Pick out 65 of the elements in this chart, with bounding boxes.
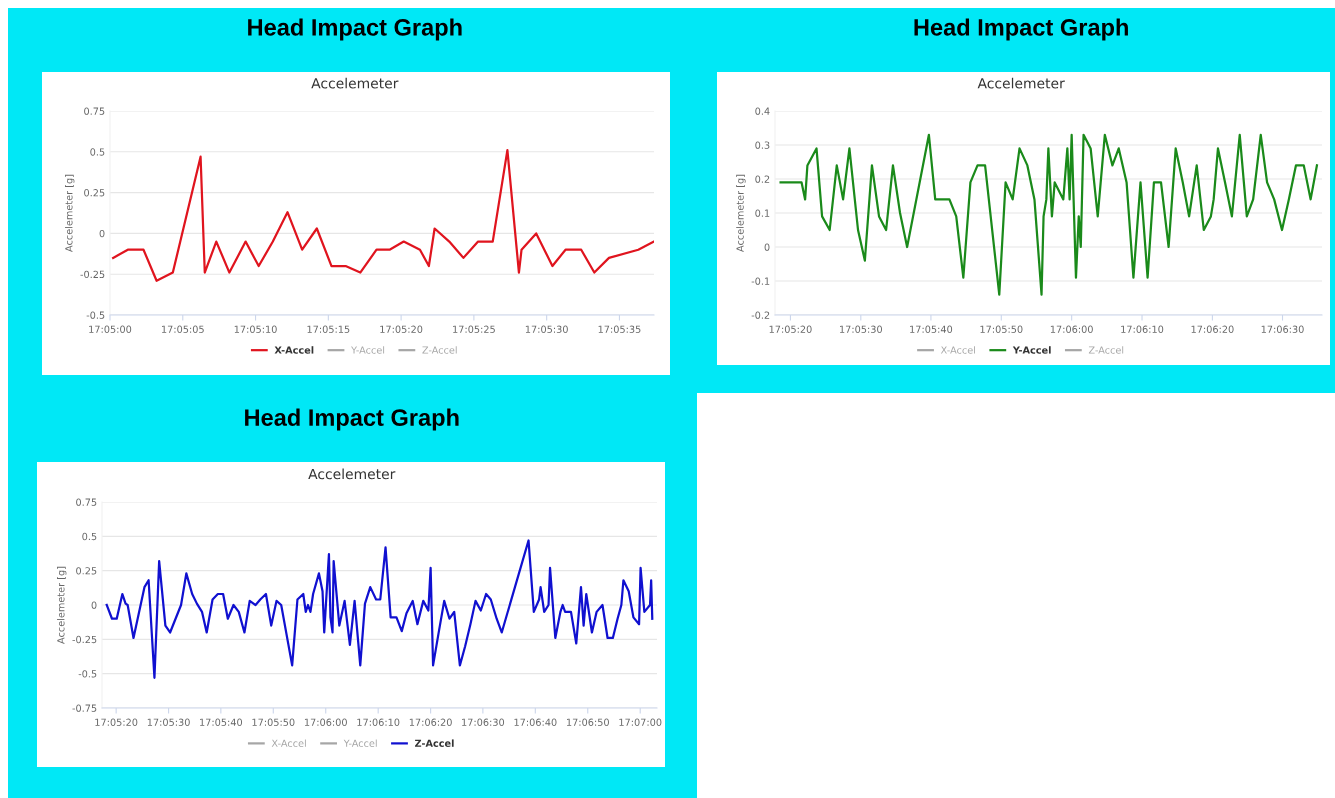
y-tick-label: -0.5	[78, 670, 97, 678]
x-tick-label: 17:05:20	[380, 325, 423, 333]
x-tick-label: 17:05:30	[147, 718, 190, 726]
x-tick-label: 17:05:50	[252, 718, 295, 726]
y-axis-title: Accelemeter [g]	[65, 174, 75, 252]
y-tick-label: 0.4	[755, 107, 770, 115]
y-tick-label: 0	[91, 601, 97, 609]
y-tick-label: 0.25	[84, 189, 105, 197]
x-tick-label: 17:05:25	[453, 325, 495, 333]
y-axis-title: Accelemeter [g]	[736, 174, 746, 252]
legend-label: Y-Accel	[1012, 346, 1051, 354]
legend-label: Z-Accel	[1088, 346, 1124, 354]
x-tick-label: 17:06:30	[1261, 325, 1304, 333]
x-tick-label: 17:06:10	[357, 718, 400, 726]
y-tick-label: -0.25	[72, 635, 97, 644]
legend-label: X-Accel	[940, 346, 976, 354]
chart-subtitle: Accelemeter	[308, 468, 396, 480]
x-tick-label: 17:05:20	[769, 325, 812, 333]
x-tick-label: 17:06:40	[514, 718, 557, 726]
x-tick-label: 17:05:05	[162, 325, 204, 333]
x-tick-label: 17:05:50	[980, 325, 1023, 333]
x-tick-label: 17:06:50	[567, 718, 609, 726]
legend-label: Z-Accel	[414, 739, 454, 747]
x-tick-label: 17:06:20	[1191, 325, 1234, 333]
x-tick-label: 17:06:10	[1121, 325, 1164, 333]
legend-label: Y-Accel	[351, 346, 385, 354]
legend-label: Y-Accel	[343, 739, 377, 747]
y-tick-label: 0.25	[76, 567, 97, 575]
y-tick-label: 0.1	[755, 209, 770, 217]
y-tick-label: 0.5	[90, 148, 105, 156]
x-tick-label: 17:05:00	[89, 325, 132, 333]
x-tick-label: 17:06:00	[1050, 325, 1093, 333]
x-tick-label: 17:05:15	[307, 325, 350, 333]
y-tick-label: -0.2	[751, 311, 770, 319]
x-tick-label: 17:07:00	[619, 718, 662, 726]
x-tick-label: 17:05:20	[95, 718, 138, 726]
x-tick-label: 17:06:20	[409, 718, 452, 726]
chart-title: Head Impact Graph	[248, 18, 462, 41]
x-tick-label: 17:05:40	[910, 325, 953, 333]
chart-title: Head Impact Graph	[245, 408, 459, 431]
y-tick-label: 0.3	[755, 141, 770, 149]
x-tick-label: 17:05:30	[525, 325, 568, 333]
y-tick-label: -0.1	[751, 277, 770, 285]
legend-label: X-Accel	[271, 739, 306, 747]
chart-subtitle: Accelemeter	[977, 77, 1065, 89]
y-tick-label: 0.2	[755, 175, 770, 183]
x-tick-label: 17:05:30	[840, 325, 882, 333]
y-tick-label: 0.75	[76, 498, 97, 506]
x-tick-label: 17:06:30	[462, 718, 505, 726]
y-tick-label: 0	[764, 243, 770, 251]
x-tick-label: 17:05:40	[200, 718, 243, 726]
y-tick-label: -0.5	[86, 311, 105, 319]
x-tick-label: 17:05:35	[598, 325, 641, 333]
x-tick-label: 17:06:00	[304, 718, 347, 726]
y-tick-label: 0.5	[82, 532, 97, 541]
chart-subtitle: Accelemeter	[311, 77, 399, 89]
legend-label: X-Accel	[274, 346, 314, 354]
y-tick-label: 0	[99, 229, 105, 238]
y-tick-label: -0.25	[80, 270, 105, 279]
y-axis-title: Accelemeter [g]	[57, 566, 67, 644]
y-tick-label: 0.75	[84, 107, 105, 115]
chart-title: Head Impact Graph	[914, 18, 1128, 41]
y-tick-label: -0.75	[72, 704, 97, 712]
legend-label: Z-Accel	[422, 346, 457, 354]
x-tick-label: 17:05:10	[234, 325, 277, 333]
